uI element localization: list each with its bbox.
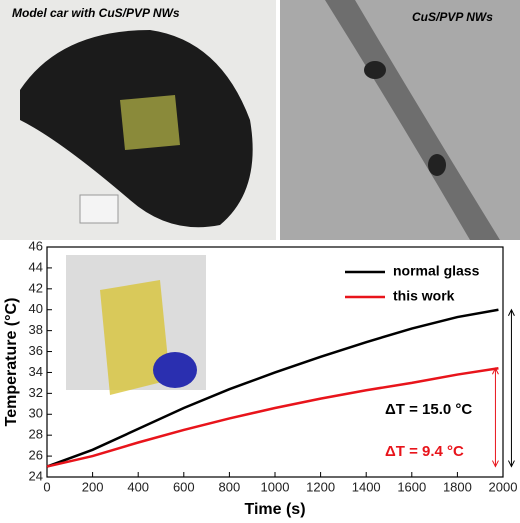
y-tick-label: 24 <box>29 468 43 483</box>
nanowire <box>325 0 500 240</box>
film <box>100 280 170 395</box>
y-tick-label: 44 <box>29 259 43 274</box>
x-tick-label: 1000 <box>261 479 290 494</box>
glove <box>153 352 197 388</box>
x-tick-label: 1200 <box>306 479 335 494</box>
y-tick-label: 34 <box>29 364 43 379</box>
line <box>46 308 499 468</box>
thermometer <box>79 194 119 224</box>
x-tick-label: 1400 <box>352 479 381 494</box>
delta-arrow-head <box>491 367 499 468</box>
y-tick-label: 46 <box>29 238 43 253</box>
legend-label: normal glass <box>393 263 480 279</box>
delta-arrow-head <box>507 308 515 468</box>
x-tick-label: 400 <box>127 479 149 494</box>
y-tick-label: 26 <box>29 448 43 463</box>
annotation: ΔT = 15.0 °C <box>385 401 472 418</box>
y-tick-label: 28 <box>29 427 43 442</box>
y-tick-label: 38 <box>29 322 43 337</box>
x-tick-label: 600 <box>173 479 195 494</box>
x-tick-label: 2000 <box>489 479 518 494</box>
x-tick-label: 0 <box>43 479 50 494</box>
annotation: ΔT = 9.4 °C <box>385 443 464 460</box>
particle <box>364 61 386 79</box>
photo-label: CuS/PVP NWs <box>412 10 493 24</box>
y-tick-label: 30 <box>29 406 43 421</box>
car-window <box>120 95 180 150</box>
x-axis-label: Time (s) <box>244 501 305 518</box>
y-tick-label: 32 <box>29 385 43 400</box>
y-tick-label: 36 <box>29 343 43 358</box>
particle <box>428 154 446 176</box>
y-tick-label: 42 <box>29 280 43 295</box>
x-tick-label: 1800 <box>443 479 472 494</box>
photo-label: Model car with CuS/PVP NWs <box>12 6 180 20</box>
legend-label: this work <box>393 288 455 304</box>
line <box>46 367 499 468</box>
x-tick-label: 800 <box>219 479 241 494</box>
x-tick-label: 1600 <box>397 479 426 494</box>
y-tick-label: 40 <box>29 301 43 316</box>
y-axis-label: Temperature (°C) <box>3 298 20 427</box>
x-tick-label: 200 <box>82 479 104 494</box>
